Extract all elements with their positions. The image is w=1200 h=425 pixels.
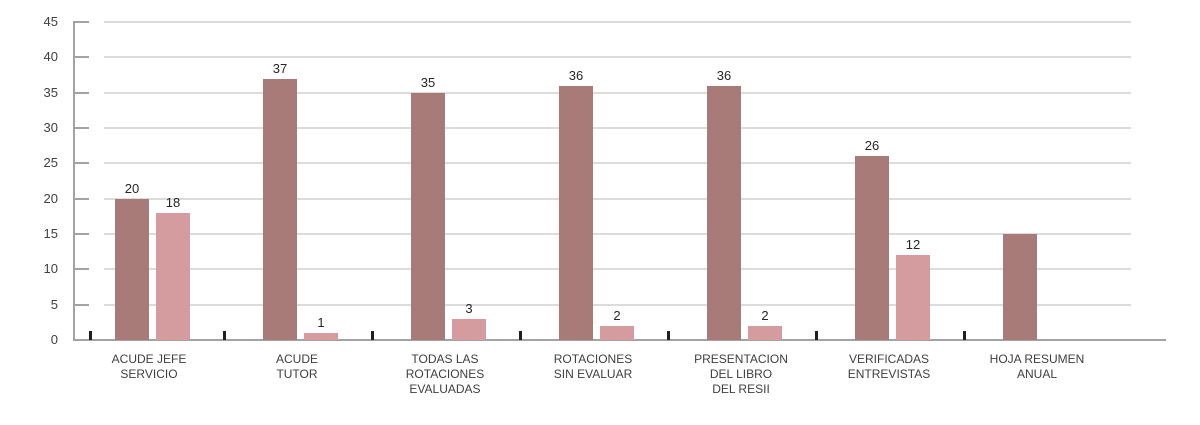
bar-value-label: 1 (317, 314, 325, 330)
x-axis-category-label-line: TUTOR (276, 367, 318, 381)
x-axis-category-label-line: VERIFICADAS (848, 352, 929, 366)
x-axis-tick-mark (815, 331, 818, 340)
gridline (104, 197, 1131, 200)
x-axis-category-label-line: HOJA RESUMEN (989, 352, 1085, 366)
x-axis-tick-mark (371, 331, 374, 340)
bar-series-1-4 (559, 85, 593, 340)
y-axis-tick-label: 30 (43, 120, 58, 135)
x-axis-category-label-line: PRESENTACION (694, 352, 788, 366)
bar-value-label: 18 (165, 194, 181, 210)
x-axis-category-label-line: ROTACIONES (553, 352, 633, 366)
bar-value-label: 36 (716, 67, 732, 83)
gridline (104, 303, 1131, 306)
x-axis-category-label-line: ANUAL (1016, 367, 1057, 381)
bar-value-label: 12 (905, 237, 921, 253)
bar-value-label: 2 (761, 307, 769, 323)
y-axis-tick-label: 35 (43, 84, 58, 100)
gridline (104, 268, 1131, 271)
bar-series-2-3 (452, 318, 486, 340)
x-axis-category-label: VERIFICADAS ENTREVISTAS (815, 352, 963, 382)
x-axis-line (73, 339, 1166, 341)
y-axis-tick-mark (75, 233, 89, 235)
y-axis-tick-mark (75, 162, 89, 165)
bar-series-2-4 (600, 325, 634, 340)
x-axis-category-label: TODAS LAS ROTACIONES EVALUADAS (371, 352, 519, 397)
x-axis-category-label: HOJA RESUMEN ANUAL (963, 352, 1111, 382)
bar-value-label: 3 (465, 300, 473, 316)
bar-value-label: 35 (420, 74, 436, 90)
x-axis-category-label-line: DEL LIBRO (709, 367, 773, 381)
x-axis-category-label: ROTACIONES SIN EVALUAR (519, 352, 667, 382)
y-axis-tick-label: 5 (50, 296, 58, 312)
x-axis-category-label-line: TODAS LAS (411, 352, 479, 366)
gridline (104, 91, 1131, 94)
x-axis-category-label-line: SERVICIO (120, 367, 178, 381)
y-axis-tick-mark (75, 303, 89, 306)
gridline (104, 162, 1131, 165)
x-axis-category-label: ACUDE TUTOR (223, 352, 371, 382)
x-axis-tick-mark (519, 331, 522, 340)
bar-series-2-1 (156, 212, 190, 340)
gridline (104, 127, 1131, 129)
x-axis-tick-mark (667, 331, 670, 340)
bar-series-2-5 (748, 325, 782, 340)
y-axis-tick-mark (75, 91, 89, 94)
y-axis-tick-mark (75, 21, 89, 23)
x-axis-category-label-line: ACUDE JEFE (111, 352, 187, 366)
y-axis-tick-label: 0 (50, 332, 58, 347)
bar-value-label: 26 (864, 138, 880, 154)
y-axis-tick-label: 25 (43, 155, 58, 171)
x-axis-category-label-line: EVALUADAS (409, 382, 481, 396)
x-axis-category-label-line: ACUDE (275, 352, 318, 366)
bar-series-1-7 (1003, 234, 1037, 340)
bar-value-label: 2 (613, 307, 621, 323)
y-axis-tick-label: 15 (43, 226, 58, 241)
y-axis-line (73, 21, 75, 341)
gridline (104, 21, 1131, 23)
y-axis-tick-label: 40 (43, 49, 58, 65)
y-axis-tick-label: 10 (43, 261, 58, 277)
bar-series-1-6 (855, 156, 889, 340)
bar-series-1-2 (263, 78, 297, 340)
y-axis-tick-mark (75, 56, 89, 59)
y-axis-tick-mark (75, 268, 89, 271)
bar-value-label: 37 (272, 60, 288, 76)
x-axis-tick-mark (963, 331, 966, 340)
x-axis-category-label-line: ENTREVISTAS (847, 367, 931, 381)
gridline (104, 56, 1131, 59)
bar-series-2-6 (896, 255, 930, 340)
gridline (104, 233, 1131, 235)
x-axis-category-label: PRESENTACION DEL LIBRO DEL RESII (667, 352, 815, 397)
bar-series-1-3 (411, 92, 445, 340)
bar-series-1-1 (115, 198, 149, 340)
x-axis-tick-mark (223, 331, 226, 340)
y-axis-tick-mark (75, 127, 89, 129)
x-axis-category-label-line: SIN EVALUAR (553, 367, 633, 381)
bar-series-1-5 (707, 85, 741, 340)
y-axis-tick-mark (75, 197, 89, 200)
bar-value-label: 20 (124, 180, 140, 196)
x-axis-tick-mark (89, 331, 92, 340)
bar-value-label: 36 (568, 67, 584, 83)
y-axis-tick-label: 20 (43, 190, 58, 206)
x-axis-category-label: ACUDE JEFE SERVICIO (75, 352, 223, 382)
y-axis-tick-label: 45 (43, 14, 58, 29)
x-axis-category-label-line: DEL RESII (712, 382, 770, 396)
x-axis-category-label-line: ROTACIONES (405, 367, 485, 381)
bar-series-2-2 (304, 332, 338, 340)
